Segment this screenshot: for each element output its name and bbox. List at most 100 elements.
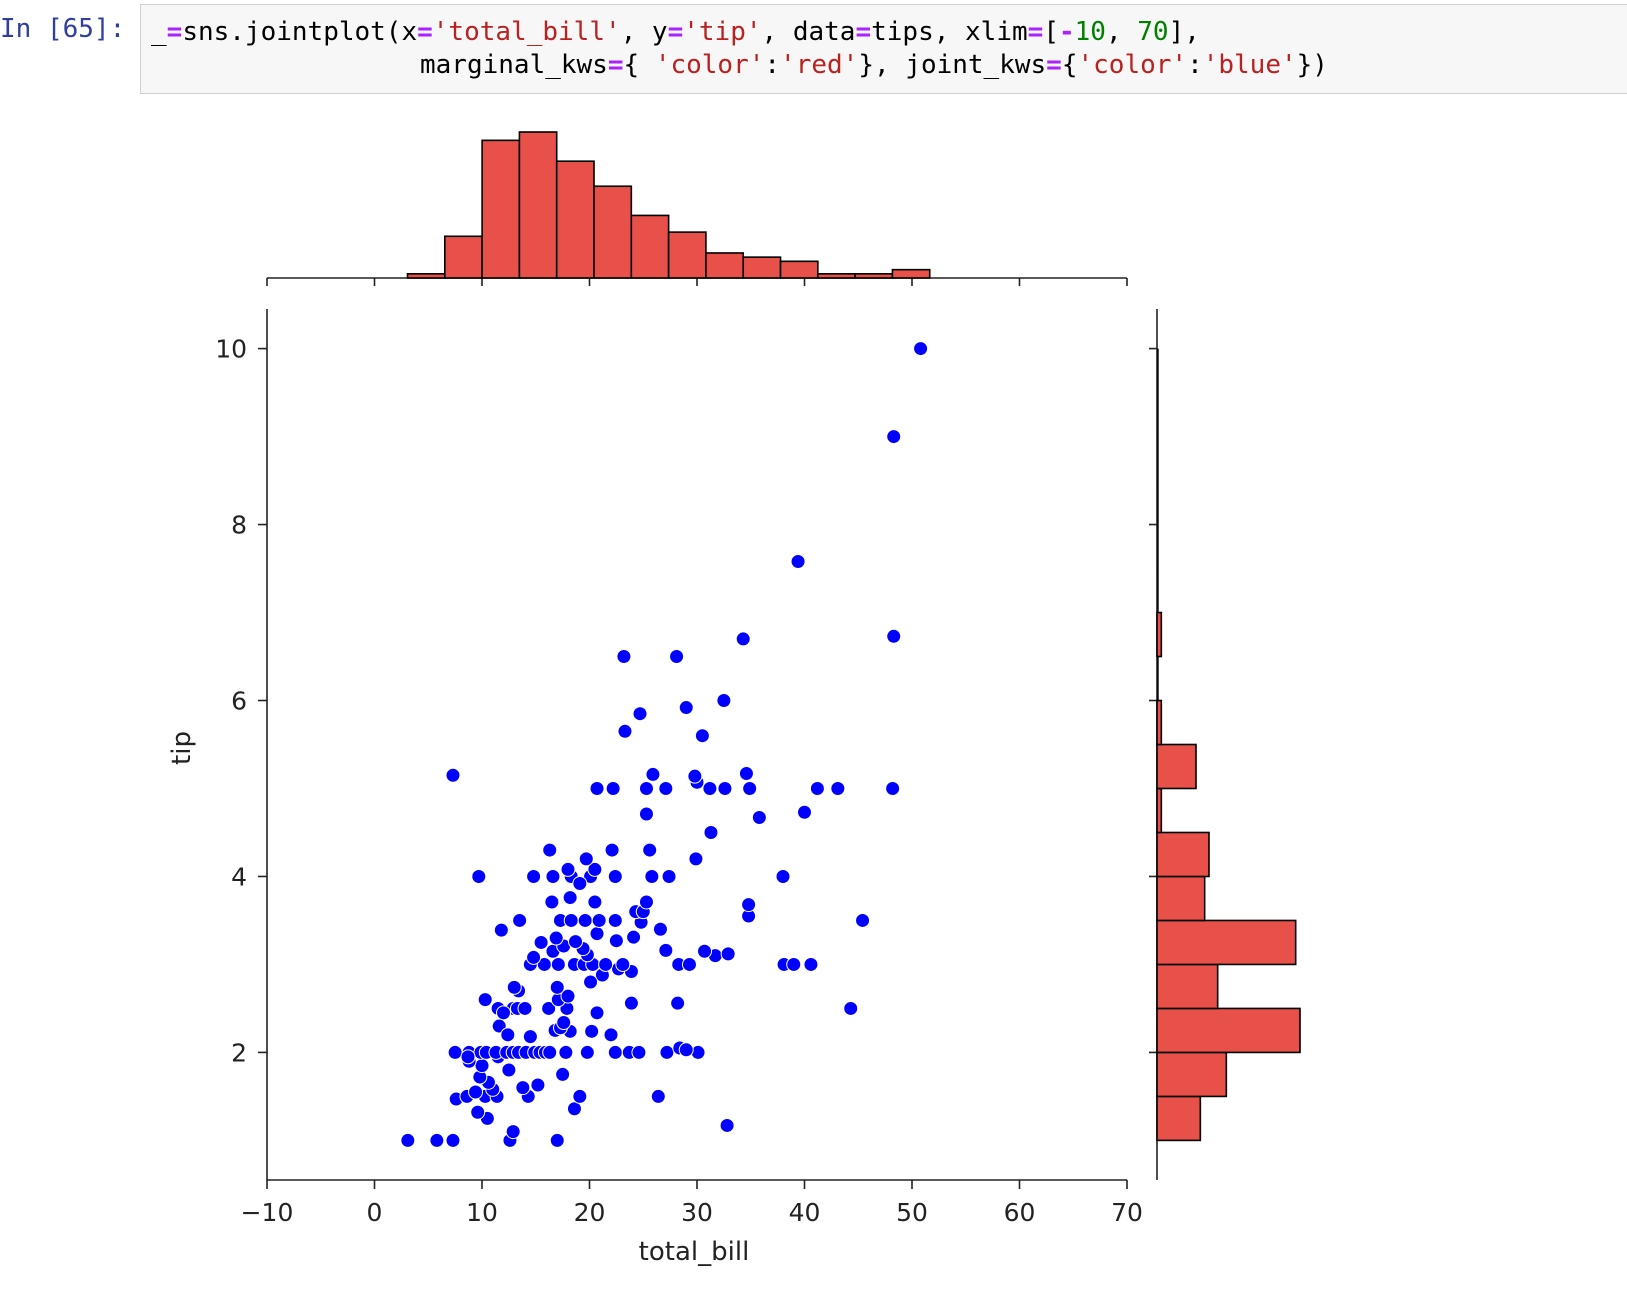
- marginal-x-bar: [555, 160, 595, 279]
- scatter-point: [470, 1104, 486, 1120]
- code-token: 10: [1074, 17, 1106, 47]
- scatter-point: [658, 780, 674, 796]
- scatter-point: [607, 1044, 623, 1060]
- scatter-point: [587, 861, 603, 877]
- marginal-y-bar: [1156, 743, 1197, 790]
- marginal-x-bar: [667, 231, 707, 279]
- scatter-point: [659, 1044, 675, 1060]
- scatter-point: [632, 706, 648, 722]
- scatter-point: [738, 766, 754, 782]
- code-token: }, joint_kws: [858, 50, 1047, 80]
- marginal-y-bar: [1156, 919, 1297, 966]
- scatter-point: [587, 894, 603, 910]
- marginal-y-bar: [1156, 831, 1210, 878]
- marginal-y-bar: [1156, 787, 1163, 834]
- code-token: ],: [1168, 17, 1200, 47]
- scatter-point: [809, 780, 825, 796]
- code-token: :: [1187, 50, 1203, 80]
- scatter-point: [512, 912, 528, 928]
- scatter-point: [604, 842, 620, 858]
- marginal-x-bar: [518, 131, 558, 279]
- scatter-point: [566, 1101, 582, 1117]
- scatter-point: [563, 912, 579, 928]
- marginal-y-bar: [1156, 1051, 1228, 1098]
- scatter-point: [578, 851, 594, 867]
- scatter-point: [589, 780, 605, 796]
- scatter-point: [855, 912, 871, 928]
- scatter-point: [703, 824, 719, 840]
- scatter-point: [670, 995, 686, 1011]
- scatter-point: [742, 780, 758, 796]
- scatter-point: [471, 868, 487, 884]
- y-tick-label: 10: [215, 335, 247, 364]
- scatter-point: [533, 934, 549, 950]
- scatter-point: [496, 1005, 511, 1021]
- scatter-point: [735, 631, 751, 647]
- marginal-x-bar: [444, 235, 483, 279]
- scatter-point: [447, 1044, 463, 1060]
- marginal-x-bar: [854, 273, 894, 279]
- y-tick-label: 4: [231, 862, 247, 891]
- x-tick-label: −10: [241, 1198, 294, 1227]
- x-axis-label: total_bill: [639, 1237, 750, 1267]
- scatter-point: [775, 868, 791, 884]
- scatter-point: [607, 868, 623, 884]
- scatter-point: [474, 1058, 490, 1074]
- code-token: =: [1046, 50, 1062, 80]
- scatter-point: [545, 868, 561, 884]
- scatter-point: [548, 930, 564, 946]
- code-token: 'red': [780, 50, 859, 80]
- marginal-x-bar: [705, 252, 745, 279]
- scatter-point: [790, 554, 806, 570]
- scatter-point: [572, 1088, 588, 1104]
- code-token: , data: [761, 17, 856, 47]
- x-tick-label: 0: [367, 1198, 383, 1227]
- code-token: :: [764, 50, 781, 80]
- y-tick-label: 8: [231, 511, 247, 540]
- scatter-point: [501, 1062, 517, 1078]
- code-cell-input[interactable]: _=sns.jointplot(x='total_bill', y='tip',…: [140, 4, 1627, 94]
- code-token: ,: [1105, 17, 1138, 47]
- y-tick-label: 6: [231, 687, 247, 716]
- code-token: =: [417, 17, 433, 47]
- scatter-point: [544, 894, 560, 910]
- scatter-point: [617, 723, 633, 739]
- scatter-point: [658, 942, 674, 958]
- scatter-point: [717, 780, 733, 796]
- y-tick-label: 2: [231, 1038, 247, 1067]
- scatter-point: [616, 649, 632, 665]
- scatter-point: [607, 912, 623, 928]
- marginal-y-bar: [1156, 699, 1163, 746]
- code-token: -: [1058, 17, 1075, 47]
- scatter-point: [751, 810, 767, 826]
- marginal-y-bar: [1156, 875, 1206, 922]
- scatter-point: [719, 1117, 735, 1133]
- x-tick-label: 70: [1111, 1198, 1143, 1227]
- marginal-x-bar: [779, 260, 819, 279]
- joint-scatter-axes: −10 0 10 20 30 40 50 60 70 2 4 6 8 10: [215, 309, 1143, 1227]
- scatter-point: [577, 912, 593, 928]
- scatter-point: [579, 1044, 595, 1060]
- scatter-point: [681, 956, 697, 972]
- code-token: 'blue': [1202, 50, 1297, 80]
- scatter-point: [445, 767, 461, 783]
- scatter-point: [786, 956, 802, 972]
- scatter-point: [697, 943, 713, 959]
- code-token: =: [166, 17, 183, 47]
- scatter-point: [642, 842, 658, 858]
- code-token: , y: [620, 17, 668, 47]
- scatter-point: [541, 1000, 557, 1016]
- scatter-point: [797, 804, 812, 820]
- scatter-point: [555, 1066, 571, 1082]
- marginal-x-bar: [742, 256, 782, 279]
- scatter-point: [542, 1044, 558, 1060]
- scatter-point: [741, 897, 757, 913]
- scatter-point: [584, 1023, 600, 1039]
- marginal-y-bar: [1156, 1007, 1301, 1054]
- scatter-point: [549, 1132, 565, 1148]
- scatter-point: [477, 992, 493, 1008]
- scatter-point: [591, 912, 607, 928]
- scatter-point: [598, 956, 614, 972]
- scatter-point: [638, 806, 654, 822]
